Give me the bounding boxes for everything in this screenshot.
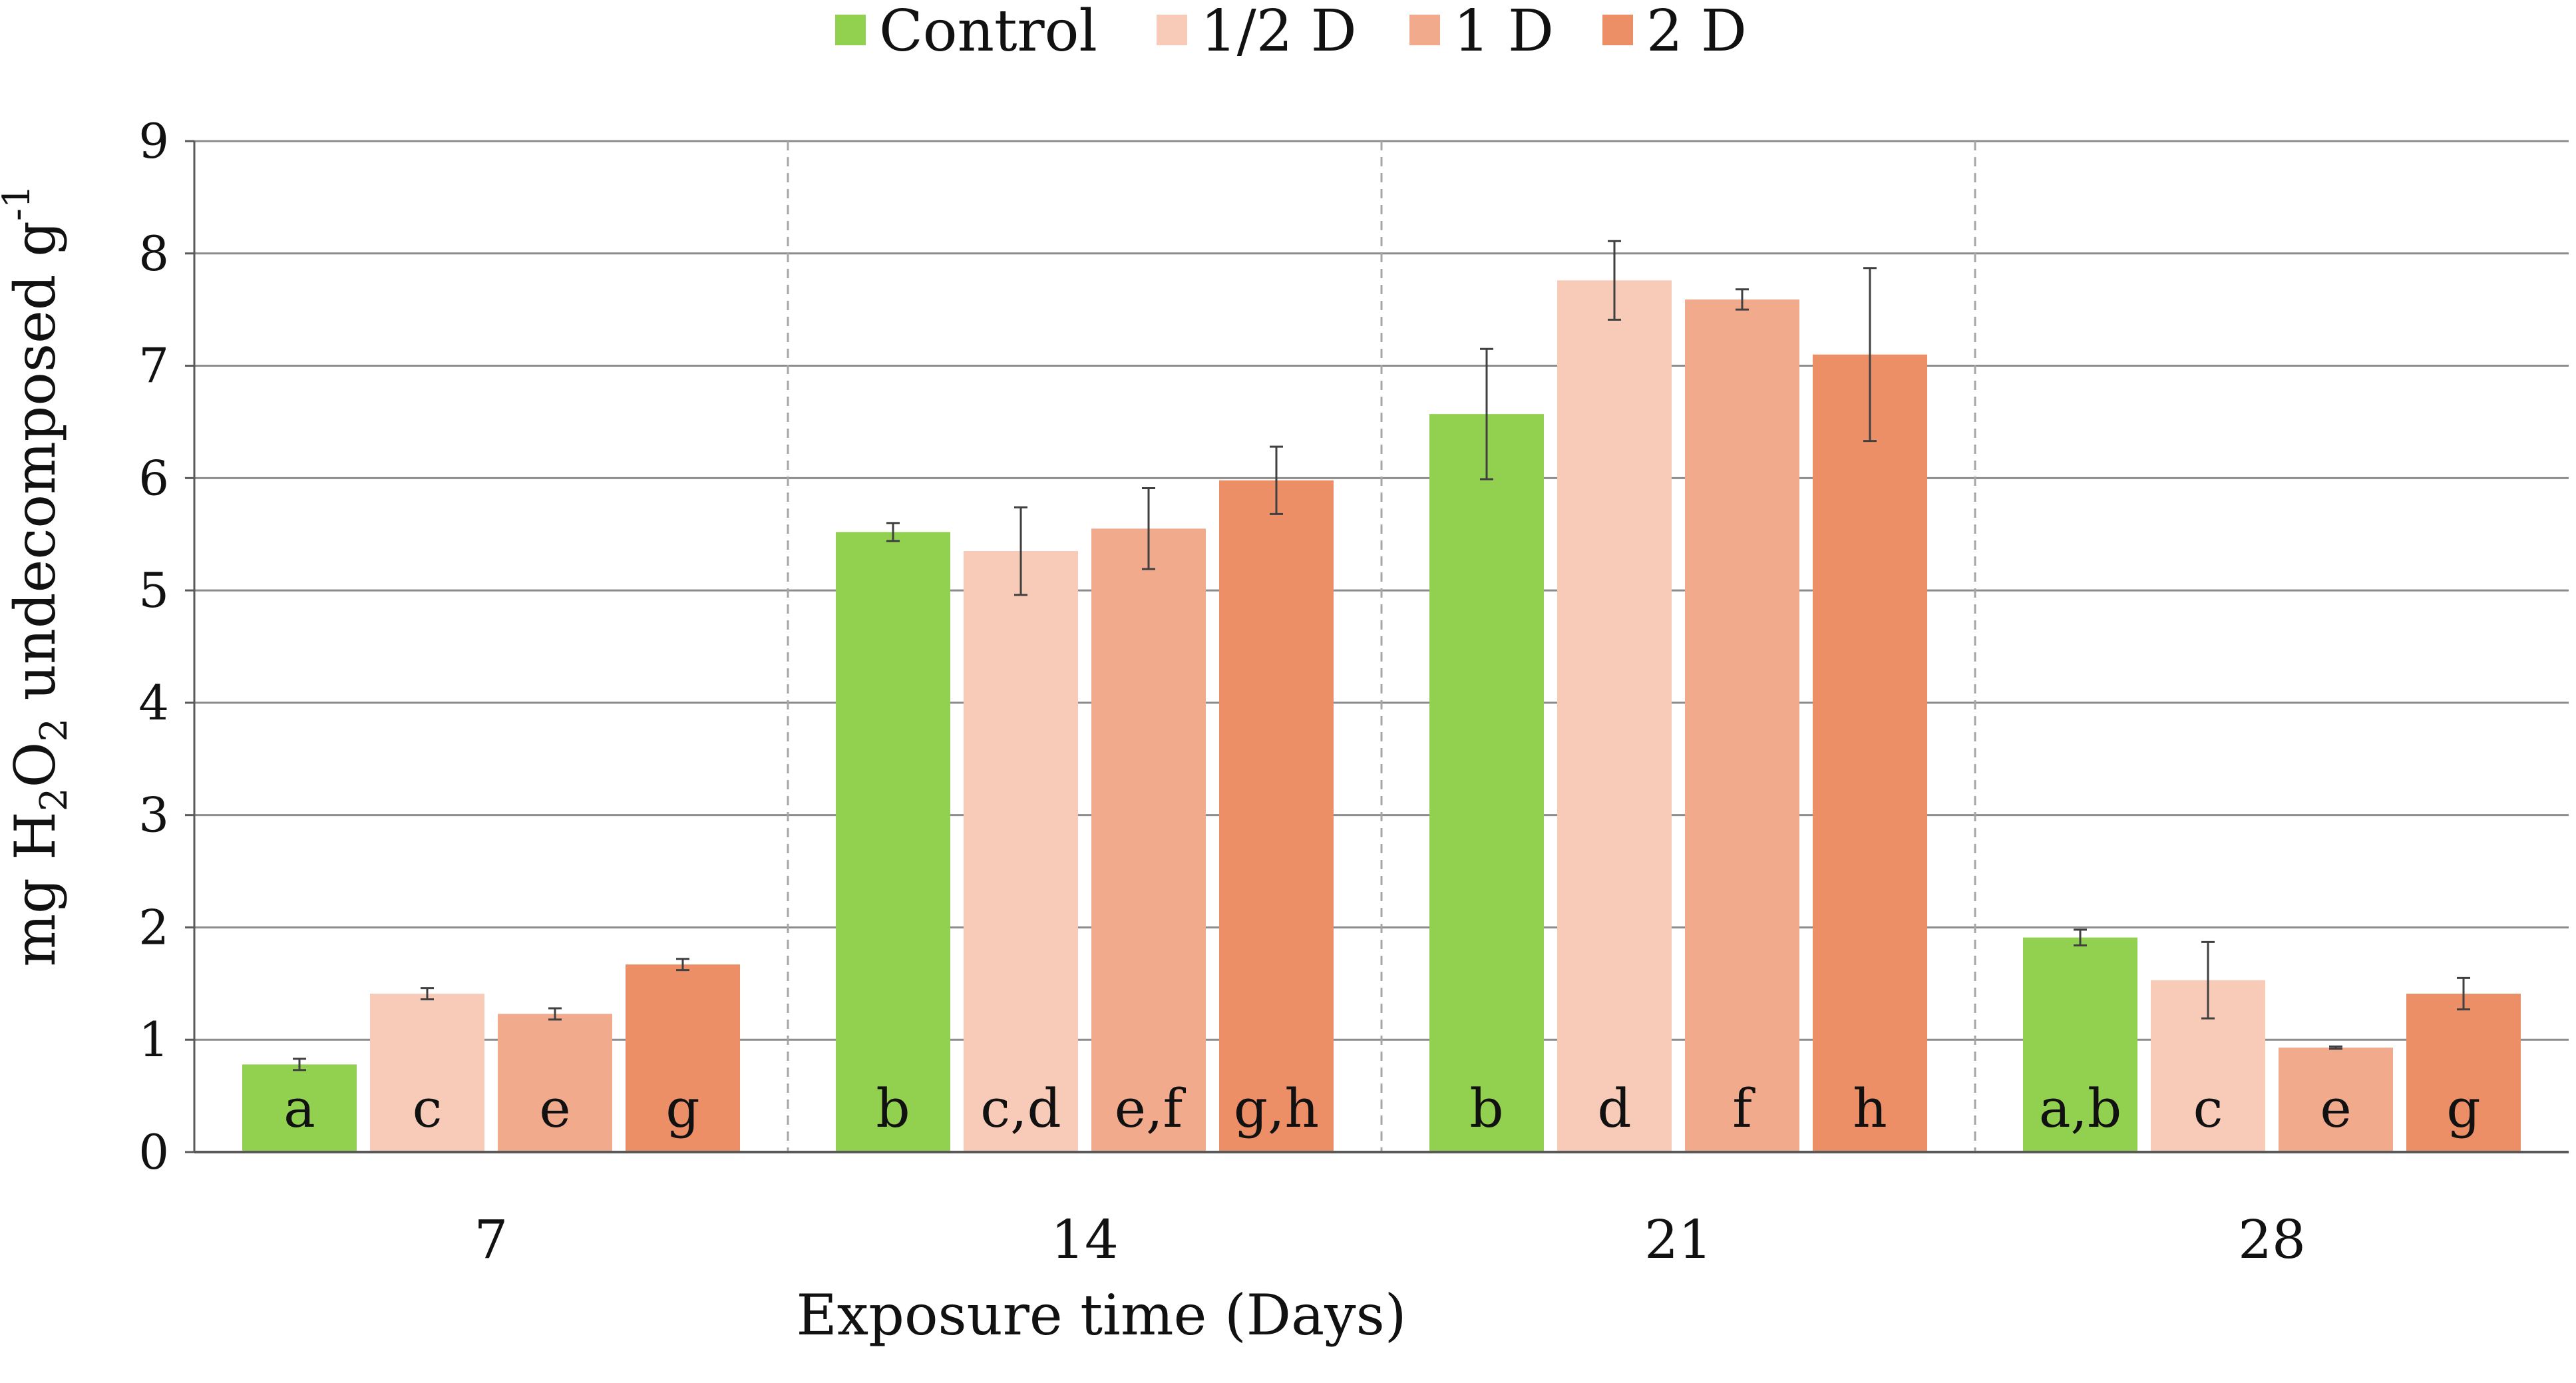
y-tick-labels: 0 1 2 3 4 5 6 7 8 9 — [138, 113, 169, 1180]
legend-item: 2 D — [1602, 0, 1747, 65]
significance-letter: b — [876, 1078, 910, 1139]
significance-letter: g — [665, 1078, 699, 1139]
x-tick-label: 7 — [474, 1209, 508, 1271]
y-tick-label: 2 — [138, 899, 169, 955]
y-tick-label: 4 — [138, 675, 169, 731]
y-tick-label: 1 — [138, 1012, 169, 1068]
legend-label: 1 D — [1453, 0, 1554, 65]
y-tick-label: 6 — [138, 450, 169, 506]
y-axis-title-sub1: 2 — [33, 788, 76, 812]
legend-label: 2 D — [1646, 0, 1747, 65]
significance-letter: c — [413, 1078, 443, 1139]
significance-letter: b — [1469, 1078, 1503, 1139]
y-tick-label: 8 — [138, 226, 169, 282]
bar — [2023, 937, 2137, 1152]
category-separators — [787, 141, 1976, 1152]
bar — [1557, 280, 1672, 1153]
significance-letter: h — [1853, 1078, 1887, 1139]
bar — [2279, 1048, 2393, 1152]
significance-letter: c,d — [980, 1078, 1061, 1139]
error-bar — [886, 522, 900, 542]
x-tick-label: 21 — [1644, 1209, 1712, 1271]
error-bars — [293, 240, 2470, 1072]
legend-item: 1 D — [1409, 0, 1554, 65]
y-tick-label: 9 — [138, 113, 169, 169]
y-tick-label: 0 — [138, 1124, 169, 1180]
x-tick-label: 28 — [2238, 1209, 2306, 1271]
significance-letter: g — [2446, 1078, 2480, 1139]
error-bar — [2329, 1045, 2342, 1050]
bar — [1429, 414, 1544, 1152]
y-axis-title: mg H2O2 undecomposed g-1 — [0, 184, 76, 966]
significance-letter: g,h — [1234, 1078, 1319, 1139]
error-bar — [1270, 445, 1283, 515]
bar — [242, 1064, 357, 1152]
error-bar — [1736, 288, 1749, 311]
error-bar — [676, 958, 689, 972]
bar — [2406, 994, 2521, 1152]
error-bar — [1863, 267, 1877, 443]
significance-letters: a c e g b c,d e,f g,h b d f h a,b c e g — [283, 1078, 2480, 1139]
significance-letter: a — [283, 1078, 315, 1139]
significance-letter: e — [539, 1078, 570, 1139]
y-tick-label: 5 — [138, 562, 169, 618]
error-bar — [1142, 487, 1155, 570]
error-bar — [2201, 940, 2215, 1020]
x-tick-label: 14 — [1051, 1209, 1119, 1271]
legend-swatch — [1602, 15, 1633, 45]
legend-swatch — [1157, 15, 1187, 45]
x-tick-labels: 7 14 21 28 — [474, 1209, 2306, 1271]
bar — [1813, 354, 1927, 1153]
bar — [626, 964, 740, 1152]
error-bar — [548, 1007, 562, 1021]
y-axis-title-suffix: undecomposed g — [3, 221, 68, 718]
significance-letter: d — [1597, 1078, 1631, 1139]
bar — [370, 994, 484, 1152]
x-axis-title: Exposure time (Days) — [796, 1283, 1406, 1348]
y-axis-title-mid: O — [3, 742, 68, 788]
bar — [1091, 528, 1206, 1152]
significance-letter: e,f — [1115, 1078, 1187, 1139]
error-bar — [421, 987, 434, 1000]
y-axis-title-sup: -1 — [0, 184, 39, 221]
significance-letter: e — [2320, 1078, 2351, 1139]
y-axis-title-sub2: 2 — [33, 718, 76, 742]
y-tick-label: 3 — [138, 787, 169, 843]
significance-letter: a,b — [2039, 1078, 2121, 1139]
legend-swatch — [1409, 15, 1440, 45]
y-axis-title-prefix: mg H — [3, 811, 68, 966]
error-bar — [2074, 928, 2087, 946]
error-bar — [2457, 976, 2470, 1011]
error-bar — [293, 1058, 306, 1072]
bars — [242, 280, 2521, 1153]
bar — [836, 532, 950, 1152]
bar — [1685, 299, 1799, 1152]
legend-label: Control — [879, 0, 1097, 65]
bar — [964, 551, 1078, 1152]
legend-swatch — [835, 15, 866, 45]
axes — [185, 140, 2569, 1153]
legend-item: Control — [835, 0, 1097, 65]
significance-letter: f — [1732, 1078, 1755, 1139]
legend-item: 1/2 D — [1157, 0, 1357, 65]
bar — [1219, 480, 1334, 1152]
legend-label: 1/2 D — [1200, 0, 1357, 65]
significance-letter: c — [2193, 1078, 2223, 1139]
error-bar — [1480, 347, 1493, 481]
y-tick-label: 7 — [138, 338, 169, 394]
error-bar — [1608, 240, 1621, 321]
error-bar — [1014, 506, 1027, 596]
bar — [498, 1014, 612, 1152]
legend: Control 1/2 D 1 D 2 D — [835, 0, 1747, 65]
